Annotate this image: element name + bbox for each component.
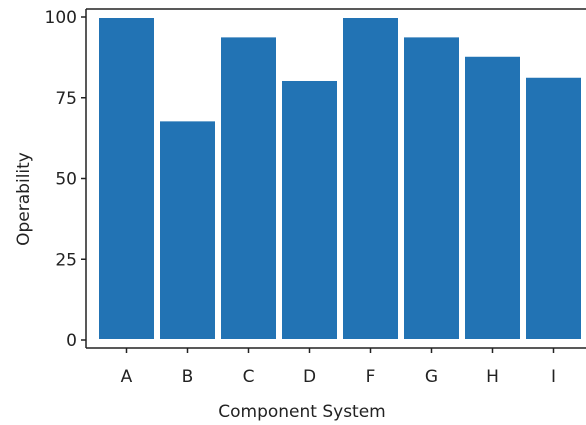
y-tick-label-25: 25 [55,250,77,270]
x-tick-label-c: C [243,367,255,387]
y-tick-label-50: 50 [55,170,77,190]
x-tick-label-d: D [303,367,316,387]
y-axis-title: Operability [14,152,34,246]
bar-h [463,54,522,341]
bar-i [524,75,583,341]
x-axis-title: Component System [218,402,386,422]
bar-b [158,119,217,341]
x-tick-label-h: H [486,367,499,387]
x-tick-label-b: B [182,367,194,387]
y-tick-label-75: 75 [55,89,77,109]
bar-a [97,16,156,341]
bar-f [341,16,400,341]
x-tick-label-g: G [425,367,438,387]
x-tick-label-f: F [366,367,376,387]
x-tick-label-i: I [551,367,556,387]
bar-c [219,35,278,341]
x-tick-label-a: A [121,367,133,387]
bar-g [402,35,461,341]
bars-layer [97,16,583,342]
bar-d [280,78,339,342]
ticks-layer: 0 25 50 75 100 A B C D F G H I [45,8,556,387]
y-tick-label-0: 0 [66,331,77,351]
y-tick-label-100: 100 [45,8,77,28]
